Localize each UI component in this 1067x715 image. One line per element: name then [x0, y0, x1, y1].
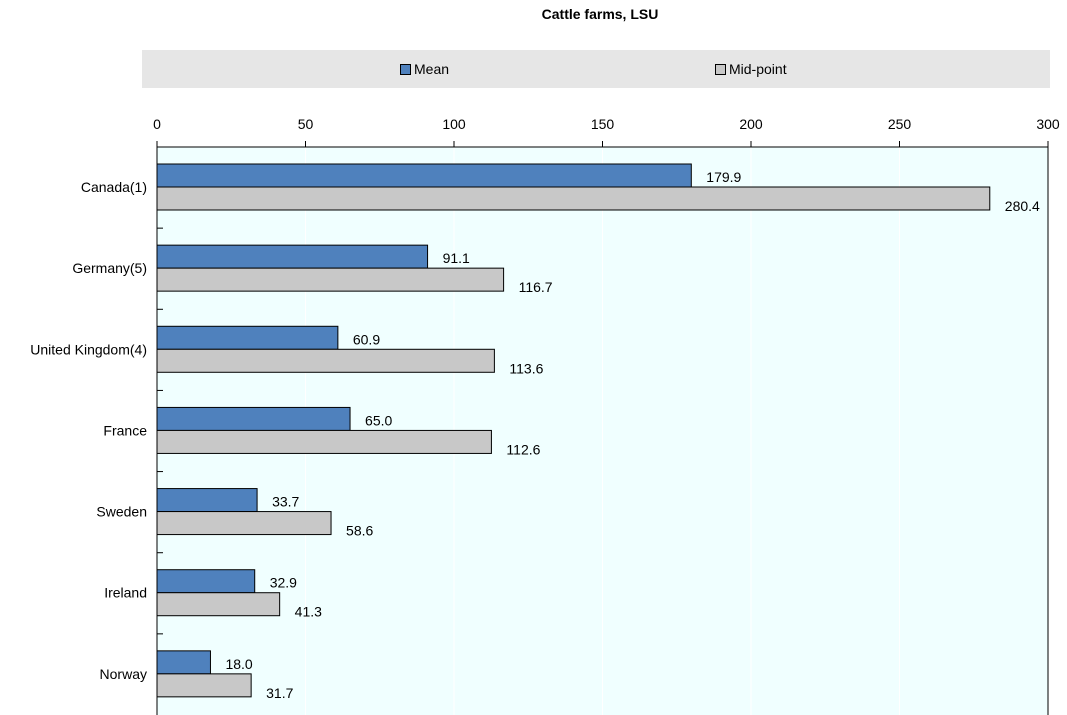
legend-item-mean: Mean: [400, 61, 449, 77]
bar-mid-point: [156, 348, 495, 373]
data-label-mid-point: 112.6: [506, 441, 540, 457]
category-label: Sweden: [96, 504, 147, 520]
bar-mean: [156, 163, 692, 188]
category-label: United Kingdom(4): [30, 341, 147, 357]
data-label-mean: 33.7: [272, 494, 299, 510]
x-tick-label: 50: [298, 116, 314, 132]
data-label-mean: 65.0: [365, 412, 392, 428]
x-tick-label: 150: [591, 116, 615, 132]
bar-mid-point: [156, 592, 281, 617]
x-tick-label: 100: [442, 116, 466, 132]
data-label-mean: 32.9: [270, 575, 297, 591]
x-tick-label: 250: [888, 116, 912, 132]
legend-swatch-mean: [400, 63, 411, 75]
data-label-mid-point: 113.6: [509, 360, 543, 376]
legend-swatch-mid-point: [715, 63, 726, 75]
category-label: France: [103, 422, 147, 438]
chart-title: Cattle farms, LSU: [541, 6, 659, 22]
x-tick-label: 300: [1036, 116, 1060, 132]
category-label: Canada(1): [81, 179, 147, 195]
legend-item-mid-point: Mid-point: [715, 61, 787, 77]
bar-mean: [156, 488, 258, 513]
data-label-mean: 18.0: [225, 656, 252, 672]
legend: Mean Mid-point: [142, 50, 1050, 88]
data-label-mean: 91.1: [443, 250, 470, 266]
bar-mid-point: [156, 511, 332, 536]
bar-mean: [156, 406, 351, 431]
bar-mean: [156, 325, 339, 350]
x-tick-label: 200: [739, 116, 763, 132]
data-label-mid-point: 31.7: [266, 685, 293, 701]
data-label-mean: 60.9: [353, 331, 380, 347]
data-label-mid-point: 58.6: [346, 523, 373, 539]
bar-mean: [156, 650, 211, 675]
legend-label-mean: Mean: [414, 61, 450, 77]
bar-mean: [156, 569, 256, 594]
bar-mid-point: [156, 186, 991, 211]
bar-mean: [156, 244, 429, 269]
category-label: Ireland: [104, 585, 147, 601]
bar-mid-point: [156, 429, 492, 454]
data-label-mid-point: 41.3: [295, 604, 322, 620]
data-label-mean: 179.9: [706, 169, 741, 185]
bar-mid-point: [156, 267, 505, 292]
category-label: Norway: [100, 666, 147, 682]
data-label-mid-point: 116.7: [519, 279, 553, 295]
bar-mid-point: [156, 673, 252, 698]
data-label-mid-point: 280.4: [1005, 198, 1040, 214]
x-tick-label: 0: [153, 116, 161, 132]
legend-label-mid-point: Mid-point: [729, 61, 787, 77]
category-label: Germany(5): [72, 260, 147, 276]
